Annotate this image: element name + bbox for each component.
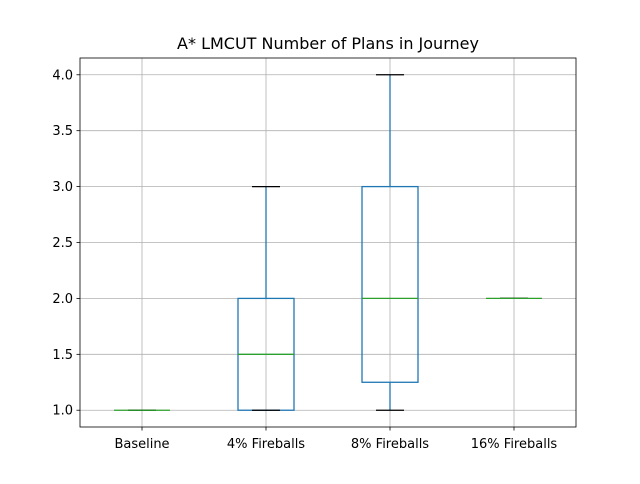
box-plot-item (237, 185, 295, 411)
y-tick-label: 1.0 (52, 404, 73, 419)
chart-title: A* LMCUT Number of Plans in Journey (177, 34, 479, 53)
x-tick-label: 4% Fireballs (227, 437, 305, 452)
box-series (114, 74, 542, 411)
y-tick-label: 3.0 (52, 180, 73, 195)
x-tick-label: Baseline (114, 437, 169, 452)
axis-ticks: Baseline 4% Fireballs 8% Fireballs 16% Fire… (52, 68, 557, 452)
x-tick-label: 16% Fireballs (471, 437, 558, 452)
box-plot-item (361, 74, 419, 411)
x-tick-label: 8% Fireballs (351, 437, 429, 452)
y-tick-label: 2.0 (52, 292, 73, 307)
y-tick-label: 4.0 (52, 68, 73, 83)
y-tick-label: 2.5 (52, 236, 73, 251)
iqr-box (361, 185, 419, 383)
y-tick-label: 1.5 (52, 348, 73, 363)
y-tick-label: 3.5 (52, 124, 73, 139)
